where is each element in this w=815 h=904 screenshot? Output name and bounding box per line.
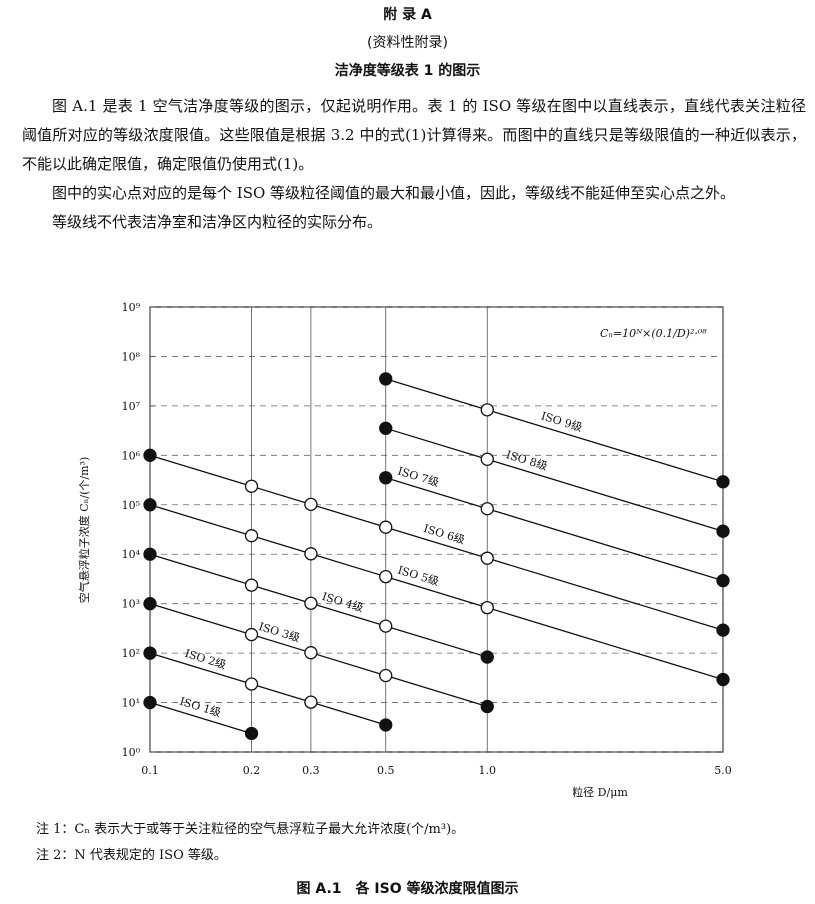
formula: Cₙ=10ᴺ×(0.1/D)²·⁰⁸	[600, 327, 707, 340]
limit-point	[379, 421, 393, 435]
series-label: ISO 4级	[320, 590, 364, 615]
limit-point	[716, 574, 730, 588]
y-axis-label: 空气悬浮粒子浓度 Cₙ/(个/m³)	[77, 457, 91, 604]
limit-point	[379, 372, 393, 386]
class-point	[480, 403, 494, 417]
iso-line	[385, 378, 724, 483]
series-label: ISO 5级	[396, 564, 440, 589]
series-label: ISO 7级	[396, 465, 440, 490]
limit-point	[379, 718, 393, 732]
y-tick-label: 10²	[122, 647, 140, 660]
iso-line	[149, 652, 386, 726]
iso-line	[149, 553, 488, 658]
y-tick-label: 10³	[122, 598, 140, 611]
y-tick-label: 10⁵	[122, 499, 140, 512]
class-point	[379, 569, 393, 584]
series-label: ISO 3级	[257, 620, 301, 645]
note: 注 1：Cₙ 表示大于或等于关注粒径的空气悬浮粒子最大允许浓度(个/m³)。	[36, 822, 465, 837]
x-tick-label: 0.5	[377, 764, 395, 777]
iso-line	[149, 701, 252, 735]
y-tick-label: 10⁹	[122, 301, 141, 314]
limit-point	[143, 695, 157, 710]
note: 注 2：N 代表规定的 ISO 等级。	[36, 848, 227, 863]
iso-line	[149, 454, 724, 631]
figure-caption: 图 A.1 各 ISO 等级浓度限值图示	[296, 881, 519, 897]
x-tick-label: 5.0	[714, 764, 732, 777]
x-tick-label: 0.1	[141, 764, 159, 777]
class-point	[304, 547, 318, 561]
class-point	[244, 529, 259, 543]
section-heading: 洁净度等级表 1 的图示	[334, 63, 481, 79]
y-tick-label: 10⁸	[122, 350, 141, 363]
iso-line	[149, 504, 724, 681]
appendix-title: 附 录 A	[383, 7, 432, 23]
limit-point	[143, 597, 157, 611]
limit-point	[244, 726, 259, 741]
x-axis-label: 粒径 D/μm	[572, 785, 628, 799]
limit-point	[143, 547, 157, 561]
limit-point	[716, 623, 730, 637]
series-label: ISO 1级	[178, 695, 222, 720]
class-point	[379, 520, 393, 534]
limit-point	[480, 650, 494, 664]
y-tick-label: 10⁰	[122, 746, 141, 759]
class-point	[304, 596, 318, 610]
limit-point	[716, 475, 730, 489]
y-tick-label: 10¹	[122, 697, 140, 710]
series-label: ISO 6级	[422, 522, 466, 547]
class-point	[304, 646, 318, 660]
class-point	[304, 497, 318, 512]
class-point	[480, 551, 494, 565]
limit-point	[143, 498, 157, 512]
chart: Cₙ=10ᴺ×(0.1/D)²·⁰⁸ 粒径 D/μm 空气悬浮粒子浓度 Cₙ/(…	[77, 301, 732, 799]
series-label: ISO 9级	[539, 409, 583, 434]
paragraph: 图 A.1 是表 1 空气洁净度等级的图示，仅起说明作用。表 1 的 ISO 等…	[22, 97, 806, 173]
x-tick-label: 0.3	[302, 764, 320, 777]
body-text: 图 A.1 是表 1 空气洁净度等级的图示，仅起说明作用。表 1 的 ISO 等…	[22, 92, 806, 237]
class-point	[244, 578, 259, 592]
limit-point	[143, 448, 157, 462]
class-point	[244, 677, 259, 691]
series-label: ISO 2级	[183, 647, 227, 672]
y-tick-label: 10⁶	[122, 449, 141, 462]
y-tick-label: 10⁷	[122, 400, 141, 413]
appendix-subtitle: (资料性附录)	[367, 35, 448, 51]
x-tick-label: 0.2	[243, 764, 261, 777]
class-point	[379, 619, 393, 633]
class-point	[480, 600, 494, 615]
class-point	[480, 452, 494, 466]
class-point	[304, 695, 318, 709]
limit-point	[143, 646, 157, 660]
class-point	[379, 668, 393, 683]
paragraph: 等级线不代表洁净室和洁净区内粒径的实际分布。	[52, 213, 383, 231]
limit-point	[379, 471, 393, 485]
paragraph: 图中的实心点对应的是每个 ISO 等级粒径阈值的最大和最小值，因此，等级线不能延…	[52, 184, 736, 202]
x-tick-label: 1.0	[479, 764, 497, 777]
class-point	[244, 479, 259, 493]
limit-point	[480, 699, 494, 714]
class-point	[244, 627, 259, 642]
class-point	[480, 502, 494, 516]
limit-point	[716, 672, 730, 687]
limit-point	[716, 524, 730, 538]
y-tick-label: 10⁴	[122, 548, 141, 561]
series-label: ISO 8级	[505, 448, 549, 473]
